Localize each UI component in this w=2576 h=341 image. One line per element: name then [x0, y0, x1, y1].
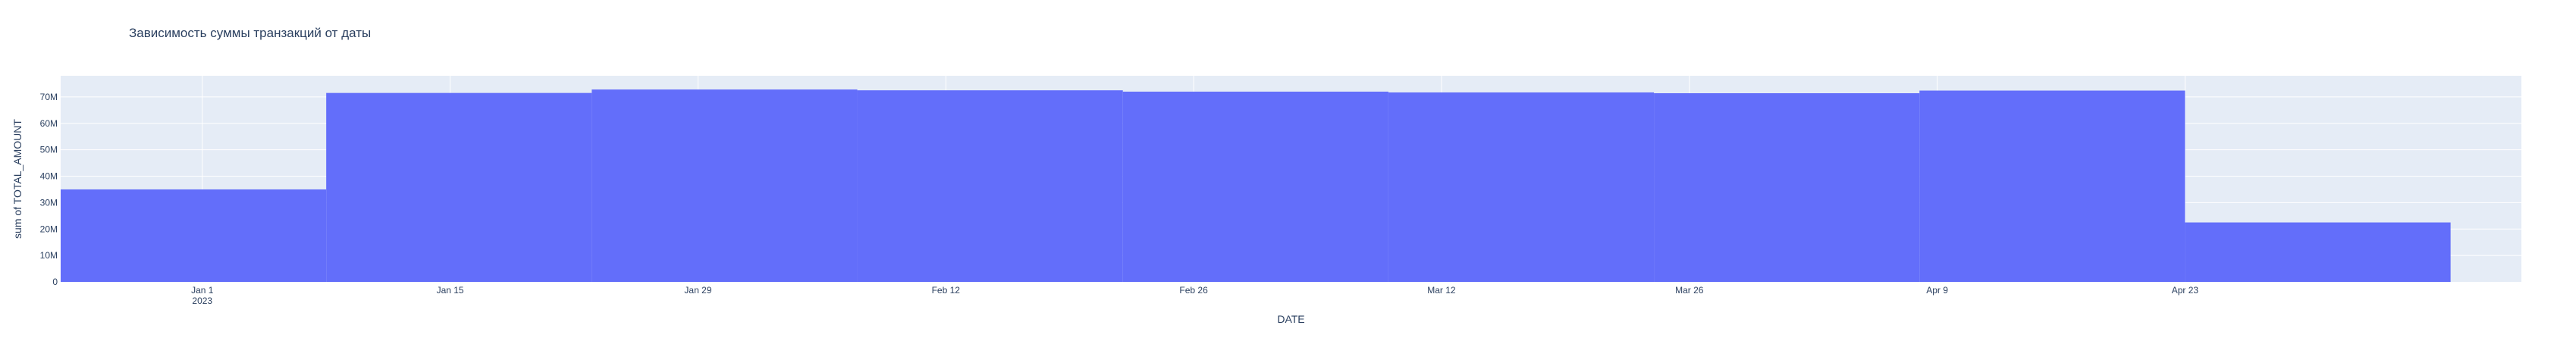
- bars: [61, 89, 2451, 283]
- histogram-bar: [1388, 92, 1655, 282]
- y-tick-label: 60M: [40, 118, 58, 129]
- y-tick-label: 30M: [40, 197, 58, 208]
- y-tick-label: 70M: [40, 92, 58, 102]
- histogram-bar: [857, 90, 1123, 282]
- y-axis-ticks: 0 10M 20M 30M 40M 50M 60M 70M: [40, 92, 58, 287]
- x-tick-label: Apr 9: [1926, 285, 1948, 296]
- x-tick-label: Mar 26: [1675, 285, 1704, 296]
- x-tick-label: Jan 1: [191, 285, 214, 296]
- x-axis-title: DATE: [1277, 313, 1304, 325]
- y-tick-label: 50M: [40, 145, 58, 155]
- y-tick-label: 20M: [40, 224, 58, 234]
- y-tick-label: 0: [52, 277, 58, 287]
- chart-title: Зависимость суммы транзакций от даты: [129, 26, 371, 40]
- x-tick-label: Feb 12: [932, 285, 961, 296]
- x-tick-year-label: 2023: [192, 296, 212, 306]
- histogram-bar: [2185, 222, 2451, 282]
- histogram-bar: [1122, 91, 1388, 282]
- x-tick-label: Jan 29: [684, 285, 711, 296]
- histogram-bar: [1919, 90, 2185, 283]
- histogram-bar: [61, 189, 327, 282]
- histogram-bar: [591, 89, 858, 282]
- histogram-bar: [326, 92, 592, 283]
- x-tick-label: Apr 23: [2172, 285, 2199, 296]
- x-tick-label: Jan 15: [437, 285, 464, 296]
- x-tick-label: Mar 12: [1427, 285, 1456, 296]
- y-tick-label: 40M: [40, 171, 58, 182]
- histogram-bar: [1654, 93, 1920, 282]
- x-tick-label: Feb 26: [1179, 285, 1208, 296]
- y-tick-label: 10M: [40, 250, 58, 261]
- y-axis-title: sum of TOTAL_AMOUNT: [11, 119, 24, 239]
